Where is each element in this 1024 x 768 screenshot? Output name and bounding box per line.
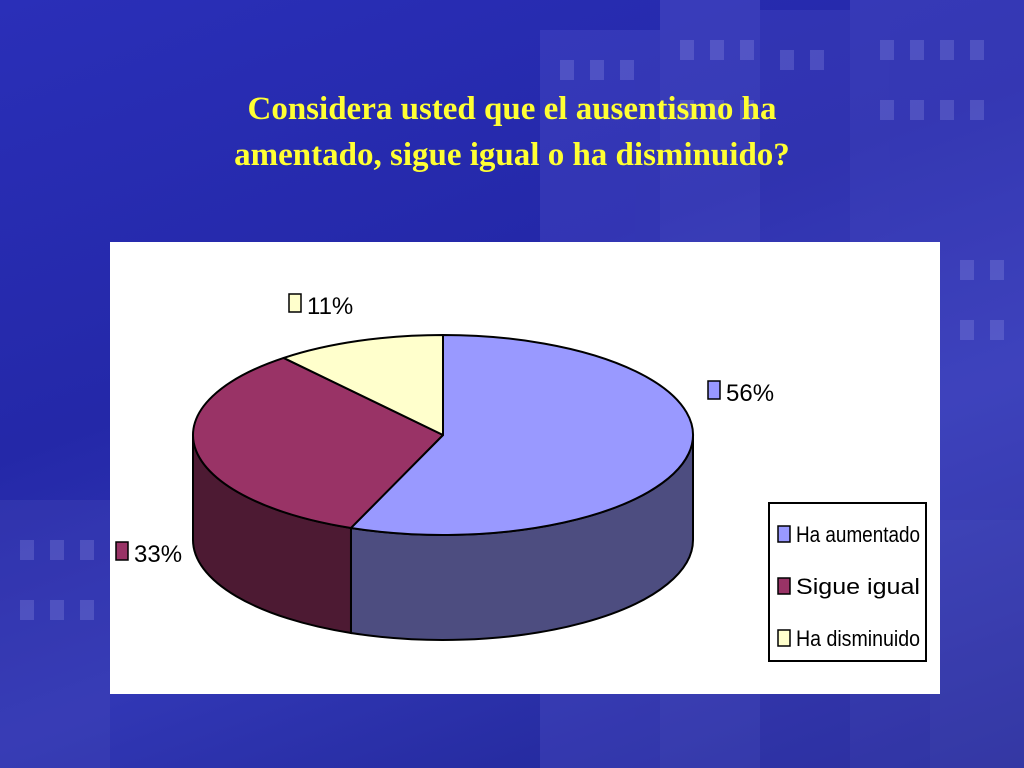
data-label-ha-disminuido: 11% — [307, 293, 353, 320]
legend-box — [768, 502, 927, 662]
data-label-key-ha-aumentado — [707, 380, 721, 400]
slide-title-line-1: Considera usted que el ausentismo ha — [247, 91, 777, 127]
data-label-key-sigue-igual — [115, 541, 129, 561]
data-label-sigue-igual: 33% — [134, 541, 182, 568]
pie-slice-ha-disminuido — [282, 334, 444, 436]
pie-slice-sigue-igual — [192, 356, 444, 529]
legend-key-sigue-igual — [777, 577, 791, 595]
legend-label-sigue-igual: Sigue igual — [796, 574, 920, 599]
legend-key-ha-disminuido — [777, 629, 791, 647]
slide-title-line-2: amentado, sigue igual o ha disminuido? — [234, 137, 790, 173]
legend: Ha aumentado Sigue igual Ha disminuido — [768, 502, 927, 662]
pie-sides — [192, 434, 694, 641]
pie-data-labels: 56% 33% 11% — [115, 293, 774, 568]
data-label-key-ha-disminuido — [288, 293, 302, 313]
data-label-ha-aumentado: 56% — [726, 380, 774, 407]
legend-label-ha-aumentado: Ha aumentado — [796, 522, 920, 547]
slide-title: Considera usted que el ausentismo ha ame… — [60, 86, 964, 178]
legend-items: Ha aumentado Sigue igual Ha disminuido — [777, 522, 920, 651]
pie-chart: 56% 33% 11% Ha aumentado Sigue igual Ha dism… — [115, 293, 927, 662]
pie-slice-ha-aumentado — [349, 334, 694, 536]
legend-label-ha-disminuido: Ha disminuido — [796, 626, 920, 651]
chart-panel: 56% 33% 11% Ha aumentado Sigue igual Ha dism… — [110, 242, 940, 694]
pie-top-faces — [192, 334, 694, 536]
legend-key-ha-aumentado — [777, 525, 791, 543]
